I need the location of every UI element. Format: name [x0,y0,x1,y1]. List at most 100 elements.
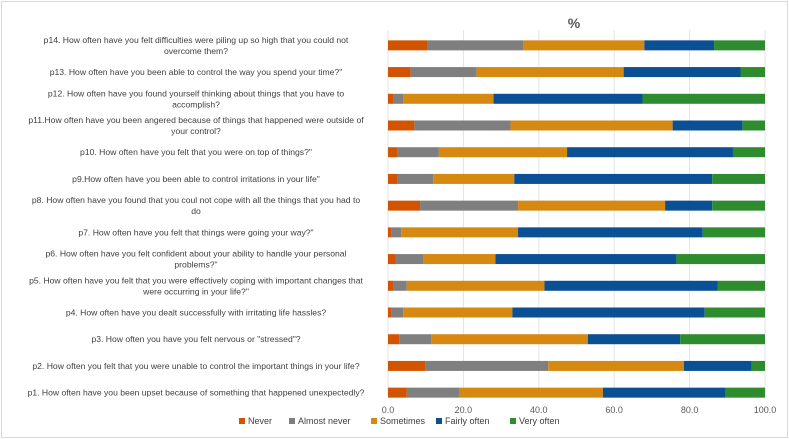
bar-never [388,387,407,398]
x-tick-label: 80.0 [681,405,699,415]
bar-very-often [642,93,765,104]
category-label: p3. How often you have you felt nervous … [91,334,300,344]
bar-sometimes [433,173,515,184]
category-label: p8. How often have you found that you co… [32,195,360,216]
bar-very-often [717,280,765,291]
bar-sometimes [406,280,545,291]
bar-never [388,147,398,158]
bar-very-often [751,360,765,371]
legend-swatch [436,418,442,424]
legend-swatch [371,418,377,424]
bar-never [388,360,426,371]
bar-fairly-often [493,93,643,104]
bar-sometimes [403,93,494,104]
bar-very-often [676,254,765,265]
bar-very-often [740,67,765,78]
category-label: p10. How often have you felt that you we… [80,147,312,157]
x-tick-label: 20.0 [455,405,473,415]
bar-sometimes [459,387,603,398]
bar-sometimes [403,307,513,318]
bar-never [388,200,421,211]
bar-fairly-often [672,120,743,131]
bar-sometimes [510,120,673,131]
bar-almost-never [414,120,511,131]
bar-never [388,120,415,131]
category-label: p2. How often you felt that you were una… [32,361,359,371]
legend-label: Sometimes [380,416,426,426]
bar-very-often [704,307,765,318]
category-label: p12. How often have you found yourself t… [48,88,344,109]
bar-fairly-often [495,254,677,265]
bar-almost-never [410,67,477,78]
legend-label: Never [248,416,272,426]
bar-never [388,93,394,104]
legend-label: Very often [519,416,560,426]
bar-sometimes [438,147,568,158]
bar-almost-never [399,334,432,345]
bar-never [388,173,398,184]
legend-swatch [510,418,516,424]
bar-very-often [712,200,765,211]
bar-fairly-often [683,360,752,371]
x-tick-label: 40.0 [530,405,548,415]
bar-sometimes [523,40,645,51]
bar-never [388,280,394,291]
bar-fairly-often [567,147,733,158]
category-label: p1. How often have you been upset becaus… [28,388,365,398]
category-label: p11.How often have you been angered beca… [28,115,364,136]
bar-never [388,67,411,78]
bar-very-often [742,120,765,131]
bar-almost-never [425,360,549,371]
bar-almost-never [397,173,434,184]
bar-very-often [712,173,765,184]
bar-almost-never [406,387,460,398]
chart-title: % [568,15,581,31]
bar-almost-never [391,227,402,238]
legend: Never Almost never Sometimes Fairly often Ve… [239,416,560,426]
bar-group [388,40,765,398]
category-label: p14. How often have you felt difficultie… [44,35,349,56]
category-label: p13. How often have you been able to con… [50,67,343,77]
bar-almost-never [393,93,404,104]
legend-label: Almost never [298,416,351,426]
x-tick-label: 0.0 [382,405,395,415]
bar-never [388,307,392,318]
bar-sometimes [476,67,624,78]
legend-label: Fairly often [445,416,490,426]
category-label: p5. How often have you felt that you wer… [29,275,363,296]
bar-never [388,227,392,238]
bar-almost-never [391,307,404,318]
bar-fairly-often [544,280,718,291]
bar-never [388,334,400,345]
x-axis-ticks: 0.0 20.0 40.0 60.0 80.0 100.0 [382,405,777,415]
bar-never [388,40,428,51]
bar-sometimes [431,334,588,345]
category-label: p4. How often have you dealt successfull… [66,308,327,318]
bar-very-often [714,40,765,51]
bar-very-often [725,387,765,398]
bar-fairly-often [602,387,726,398]
category-label: p6. How often have you felt confident ab… [46,249,347,270]
legend-swatch [289,418,295,424]
bar-almost-never [393,280,407,291]
bar-fairly-often [623,67,741,78]
category-label: p7. How often have you felt that things … [78,227,313,237]
bar-very-often [680,334,765,345]
bar-almost-never [427,40,524,51]
bar-very-often [702,227,765,238]
x-tick-label: 60.0 [605,405,623,415]
bar-sometimes [518,200,666,211]
category-label: p9.How often have you been able to contr… [72,174,320,184]
category-labels: p14. How often have you felt difficultie… [28,35,365,398]
bar-almost-never [420,200,519,211]
bar-sometimes [401,227,519,238]
bar-almost-never [395,254,424,265]
bar-fairly-often [644,40,715,51]
bar-fairly-often [512,307,705,318]
bar-never [388,254,396,265]
x-tick-label: 100.0 [754,405,777,415]
bar-very-often [732,147,765,158]
bar-fairly-often [514,173,713,184]
bar-sometimes [423,254,496,265]
